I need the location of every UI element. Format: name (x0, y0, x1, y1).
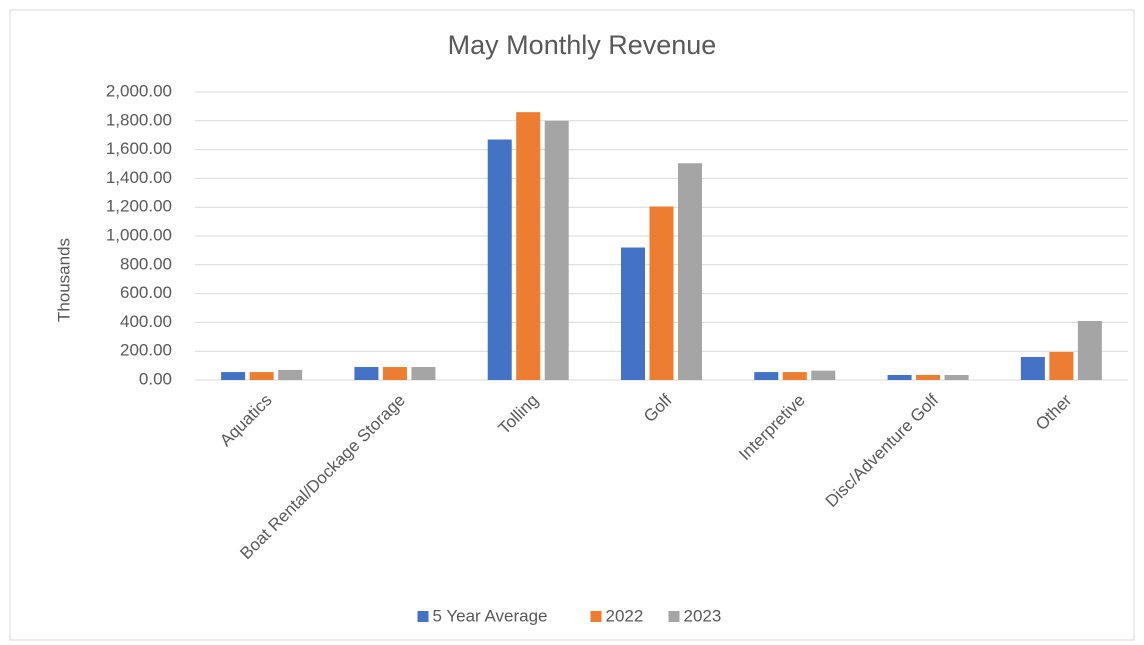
bar (754, 372, 779, 380)
y-tick-label: 2,000.00 (106, 81, 172, 100)
y-tick-label: 600.00 (120, 283, 172, 302)
legend-swatch (668, 611, 680, 622)
chart-title: May Monthly Revenue (448, 30, 717, 60)
bar (782, 372, 807, 380)
legend-label: 5 Year Average (433, 606, 548, 625)
y-tick-label: 1,200.00 (106, 197, 172, 216)
y-tick-label: 1,400.00 (106, 168, 172, 187)
bar (621, 247, 645, 380)
chart-border (9, 9, 1135, 641)
bar (887, 374, 912, 380)
bar (221, 372, 246, 380)
y-tick-label: 0.00 (139, 369, 172, 388)
bar (249, 372, 274, 380)
legend-swatch (417, 611, 429, 622)
bar (916, 374, 941, 380)
bar (1049, 351, 1074, 380)
bar (1020, 356, 1045, 380)
y-tick-label: 1,600.00 (106, 139, 172, 158)
bar (411, 367, 436, 380)
y-axis-label: Thousands (54, 238, 73, 322)
y-tick-label: 400.00 (120, 312, 172, 331)
y-tick-label: 800.00 (120, 254, 172, 273)
bar (544, 120, 569, 381)
bar (278, 369, 303, 380)
y-tick-label: 200.00 (120, 341, 172, 360)
y-tick-label: 1,000.00 (106, 225, 172, 244)
bar (678, 163, 702, 380)
bar (354, 367, 379, 380)
bar (944, 374, 969, 380)
legend-label: 2022 (606, 606, 644, 625)
legend-swatch (590, 611, 602, 622)
bar (1077, 320, 1102, 380)
y-tick-label: 1,800.00 (106, 110, 172, 129)
legend-label: 2023 (684, 606, 722, 625)
bar (516, 112, 541, 380)
bar (487, 139, 512, 380)
bar (811, 370, 836, 380)
bar (649, 206, 674, 380)
bar (382, 367, 407, 380)
